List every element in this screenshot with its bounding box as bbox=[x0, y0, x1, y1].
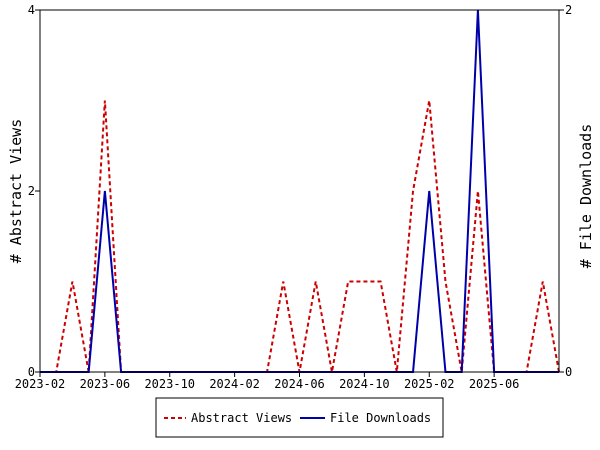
y-left-tick-label: 2 bbox=[28, 184, 35, 198]
legend-box bbox=[155, 397, 444, 438]
y-right-tick-label: 0 bbox=[565, 365, 572, 379]
y-right-tick-label: 2 bbox=[565, 3, 572, 17]
y-left-tick-label: 4 bbox=[28, 3, 35, 17]
y-left-tick-label: 0 bbox=[28, 365, 35, 379]
x-tick-label: 2023-02 bbox=[15, 377, 66, 391]
left-axis-title: # Abstract Views bbox=[7, 119, 25, 264]
x-tick-label: 2023-10 bbox=[144, 377, 195, 391]
x-tick-label: 2024-10 bbox=[339, 377, 390, 391]
plot-background bbox=[40, 10, 559, 372]
x-tick-label: 2024-06 bbox=[274, 377, 325, 391]
legend: Abstract Views File Downloads bbox=[155, 397, 444, 438]
legend-label-file-downloads: File Downloads bbox=[330, 411, 431, 425]
x-tick-label: 2025-02 bbox=[404, 377, 455, 391]
ticks-layer: 2023-02 2023-06 2023-10 2024-02 2024-06 2024-… bbox=[15, 3, 573, 391]
x-tick-label: 2023-06 bbox=[80, 377, 131, 391]
right-axis-title: # File Downloads bbox=[577, 124, 595, 269]
x-tick-label: 2025-06 bbox=[469, 377, 520, 391]
x-tick-label: 2024-02 bbox=[209, 377, 260, 391]
legend-label-abstract-views: Abstract Views bbox=[191, 411, 292, 425]
